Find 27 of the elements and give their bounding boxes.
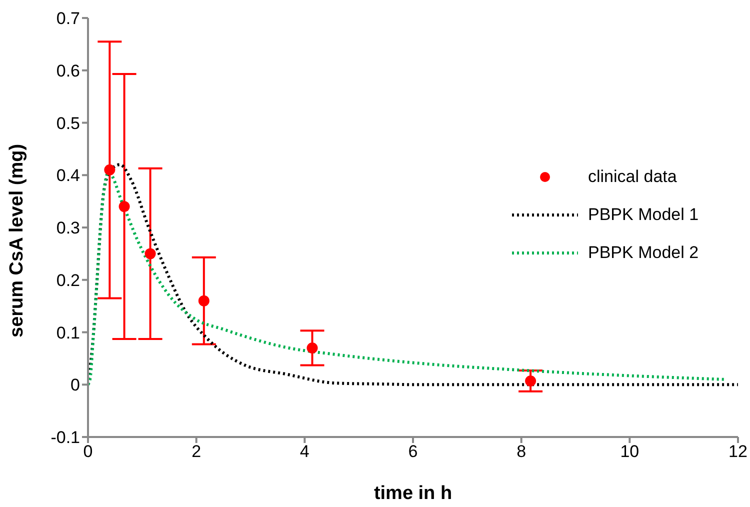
y-tick-label: 0.4 xyxy=(56,166,80,186)
y-tick-label: 0.5 xyxy=(56,114,80,133)
y-axis-title: serum CsA level (mg) xyxy=(6,144,28,338)
x-tick-label: 6 xyxy=(408,442,418,462)
x-tick-label: 8 xyxy=(516,442,526,462)
y-tick-label: -0.1 xyxy=(50,428,80,448)
y-tick-label: 0.1 xyxy=(56,323,80,342)
x-tick-label: 10 xyxy=(620,442,640,462)
point xyxy=(144,248,156,260)
legend-label: PBPK Model 1 xyxy=(588,205,699,225)
point xyxy=(198,295,210,306)
x-tick-label: 0 xyxy=(83,442,93,462)
x-tick-label: 2 xyxy=(192,442,202,462)
y-tick-label: 0.3 xyxy=(56,218,80,238)
x-tick-label: 12 xyxy=(728,442,748,462)
point xyxy=(118,201,130,212)
x-axis-title: time in h xyxy=(374,483,452,504)
legend-label: PBPK Model 2 xyxy=(588,243,699,263)
point xyxy=(306,342,318,354)
point xyxy=(525,375,536,386)
y-tick-label: 0.7 xyxy=(56,9,80,28)
x-tick-label: 4 xyxy=(300,442,310,462)
y-tick-label: 0.6 xyxy=(56,61,80,80)
y-tick-label: 0 xyxy=(70,376,80,395)
y-tick-label: 0.2 xyxy=(56,270,80,290)
legend-label: clinical data xyxy=(588,167,677,187)
point xyxy=(104,164,116,176)
